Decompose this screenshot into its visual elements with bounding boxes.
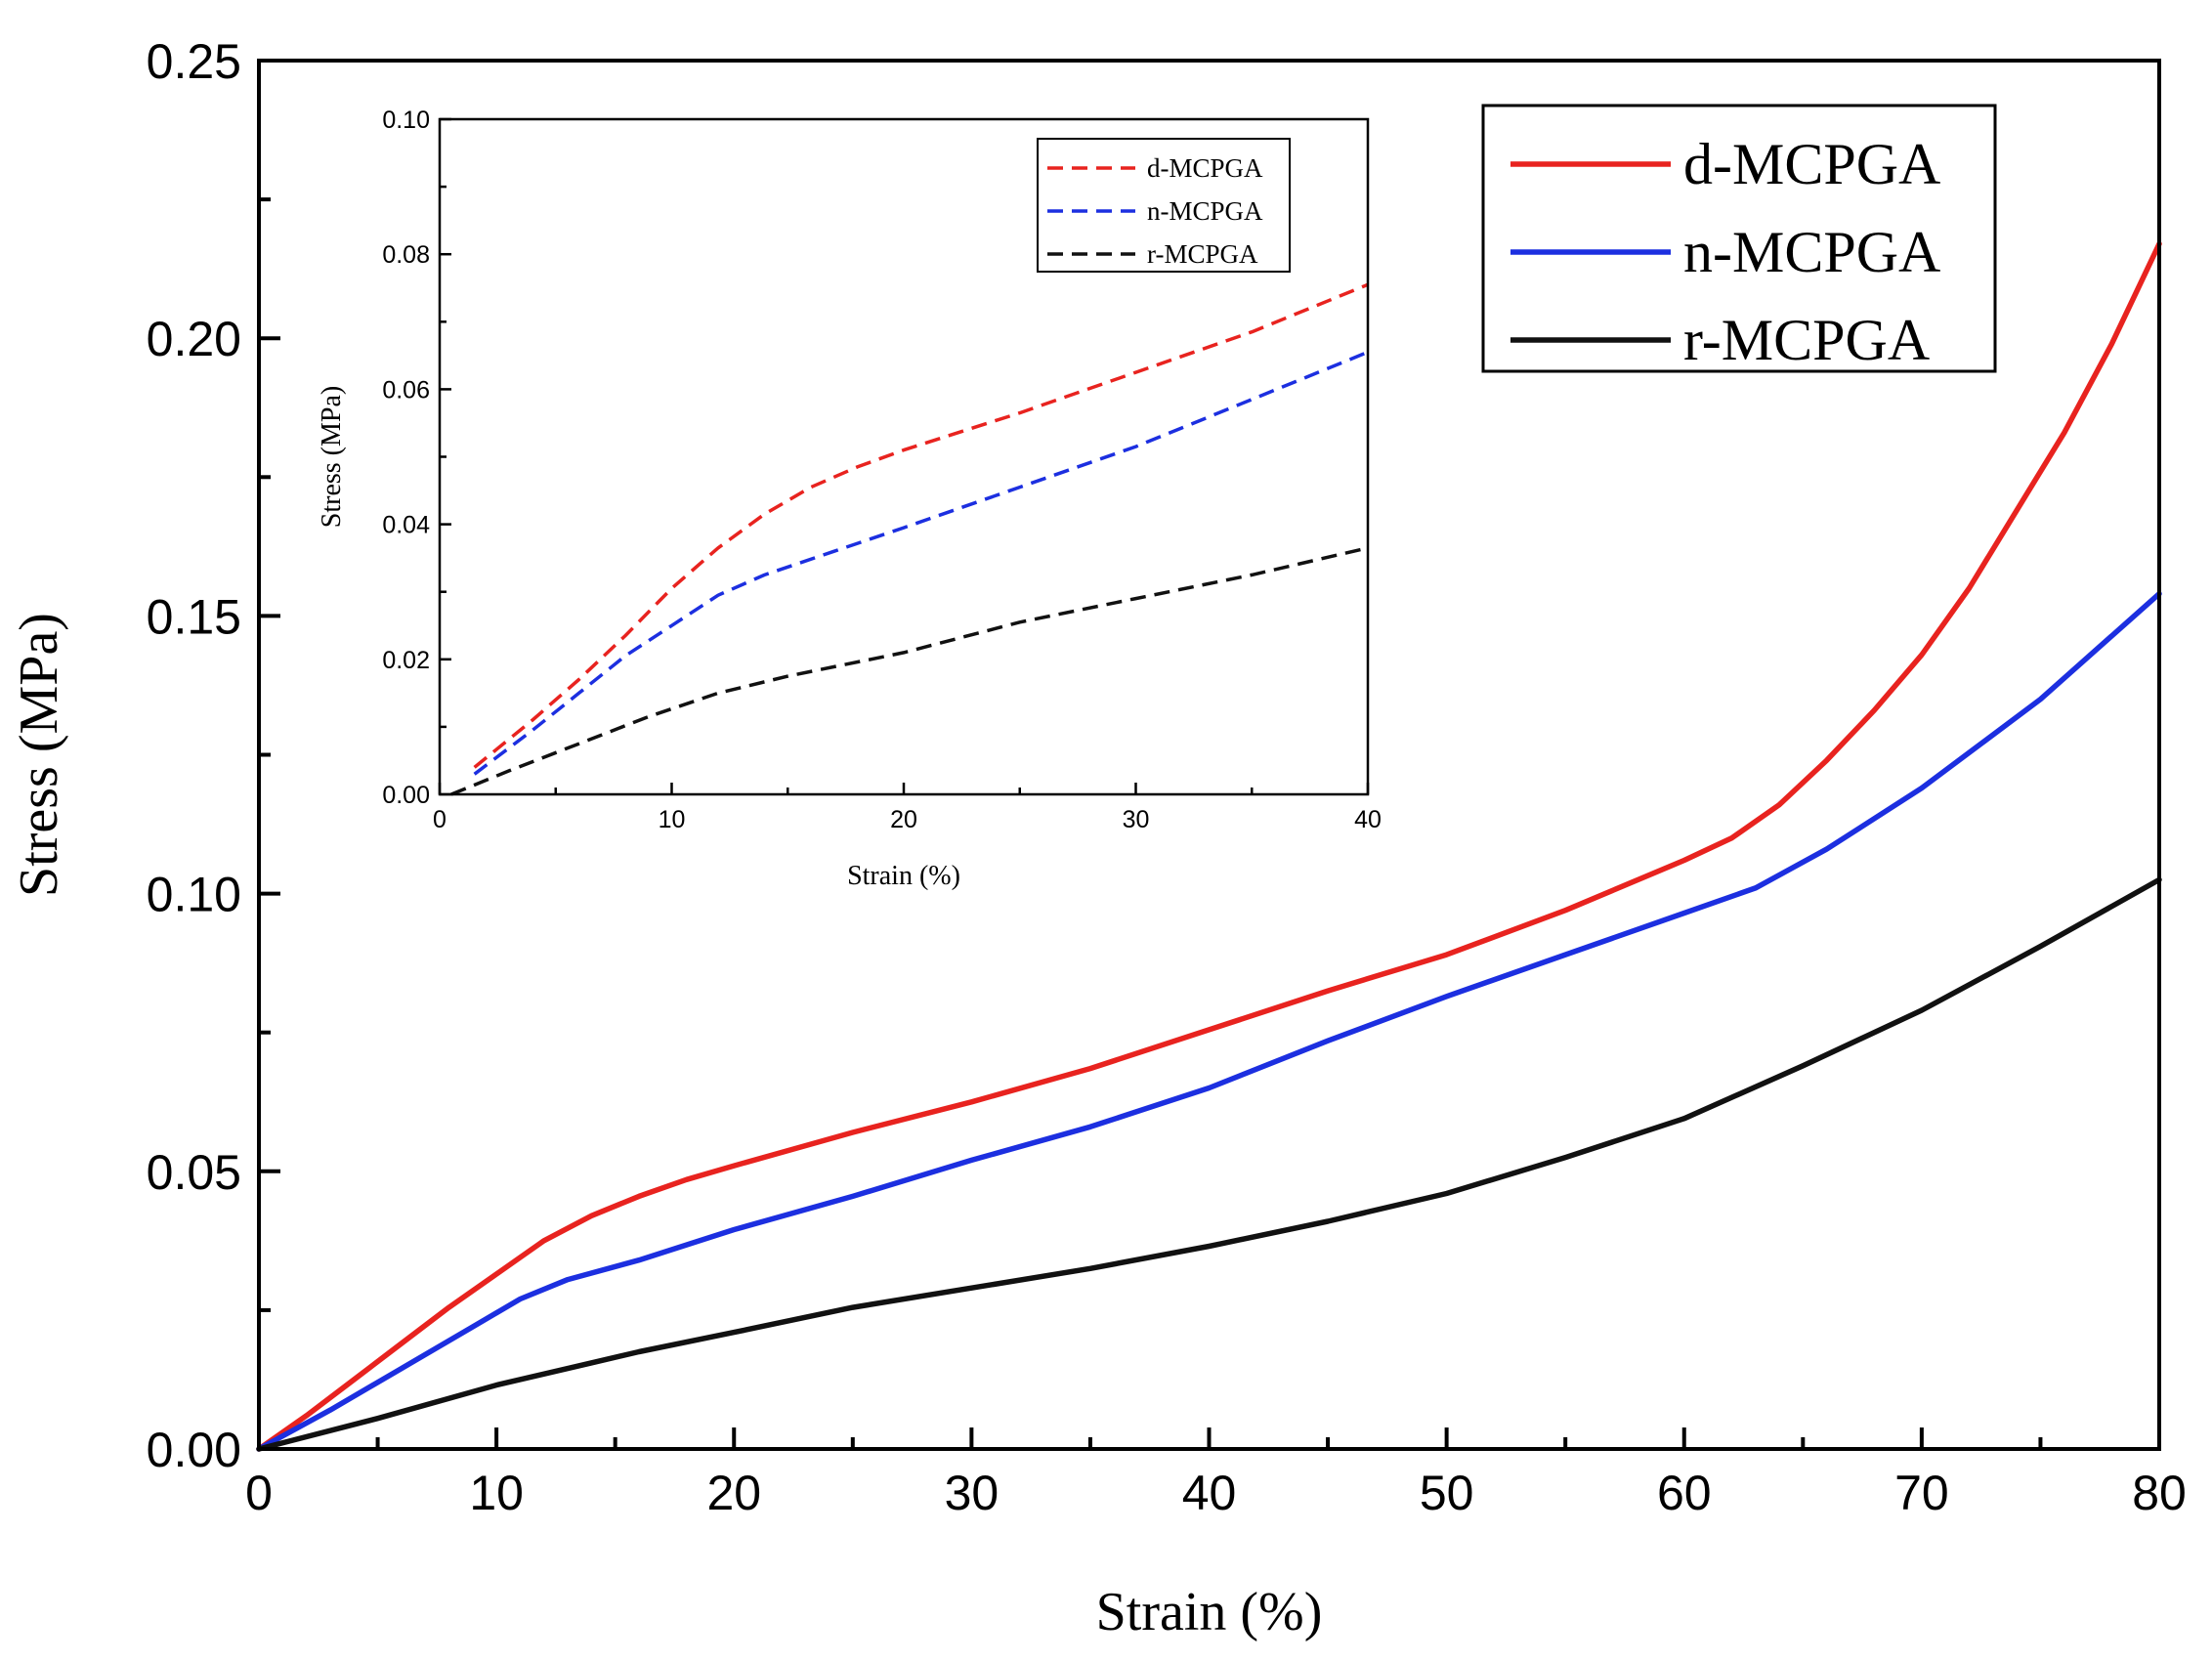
series-line-d-mcpga xyxy=(473,282,1369,769)
legend-label-n-mcpga: n-MCPGA xyxy=(1147,196,1263,226)
x-tick-label: 30 xyxy=(945,1466,1000,1520)
legend: d-MCPGA n-MCPGA r-MCPGA xyxy=(1481,104,1997,373)
legend-label-r-mcpga: r-MCPGA xyxy=(1683,308,1930,372)
legend-label-d-mcpga: d-MCPGA xyxy=(1683,132,1940,196)
series-line-r-mcpga xyxy=(450,546,1369,796)
inset-chart: 0 10 20 30 40 0.00 0.02 0.04 0.06 0.08 0.10 Strain … xyxy=(317,106,1382,891)
y-tick-label: 0.02 xyxy=(382,647,430,674)
x-tick-label: 10 xyxy=(469,1466,524,1520)
y-tick-label: 0.05 xyxy=(147,1145,241,1200)
plot-frame xyxy=(438,117,1370,796)
y-axis-label: Stress (MPa) xyxy=(9,613,69,897)
series-line-n-mcpga xyxy=(256,590,2162,1452)
x-tick-label: 50 xyxy=(1420,1466,1474,1520)
series-line-n-mcpga xyxy=(473,350,1369,776)
y-tick-label: 0.00 xyxy=(147,1423,241,1477)
legend-box xyxy=(1481,104,1997,373)
x-tick-label: 60 xyxy=(1657,1466,1712,1520)
legend: d-MCPGA n-MCPGA r-MCPGA xyxy=(1037,138,1291,273)
x-tick-label: 40 xyxy=(1182,1466,1237,1520)
x-axis-label: Strain (%) xyxy=(847,861,960,891)
y-tick-label: 0.25 xyxy=(147,34,241,89)
plot-frame xyxy=(257,59,2161,1451)
x-tick-label: 30 xyxy=(1123,806,1150,833)
legend-label-r-mcpga: r-MCPGA xyxy=(1147,239,1258,269)
x-tick-label: 40 xyxy=(1354,806,1382,833)
legend-label-d-mcpga: d-MCPGA xyxy=(1147,153,1263,183)
y-tick-label: 0.20 xyxy=(147,312,241,366)
legend-label-n-mcpga: n-MCPGA xyxy=(1683,220,1940,284)
x-axis-label: Strain (%) xyxy=(1096,1582,1323,1642)
y-tick-label: 0.10 xyxy=(382,106,430,134)
x-tick-label: 70 xyxy=(1894,1466,1949,1520)
y-tick-label: 0.00 xyxy=(382,782,430,809)
x-tick-label: 0 xyxy=(433,806,447,833)
series-line-r-mcpga xyxy=(256,876,2162,1452)
y-tick-label: 0.06 xyxy=(382,376,430,404)
x-tick-label: 80 xyxy=(2132,1466,2187,1520)
y-tick-label: 0.08 xyxy=(382,241,430,269)
x-tick-label: 20 xyxy=(890,806,917,833)
x-tick-label: 10 xyxy=(659,806,686,833)
y-axis-label: Stress (MPa) xyxy=(317,386,347,528)
series-line-d-mcpga xyxy=(256,240,2162,1452)
x-tick-label: 20 xyxy=(706,1466,761,1520)
legend-box xyxy=(1037,138,1291,273)
x-tick-label: 0 xyxy=(245,1466,273,1520)
y-tick-label: 0.10 xyxy=(147,868,241,922)
y-tick-label: 0.15 xyxy=(147,589,241,644)
y-tick-label: 0.04 xyxy=(382,512,430,539)
